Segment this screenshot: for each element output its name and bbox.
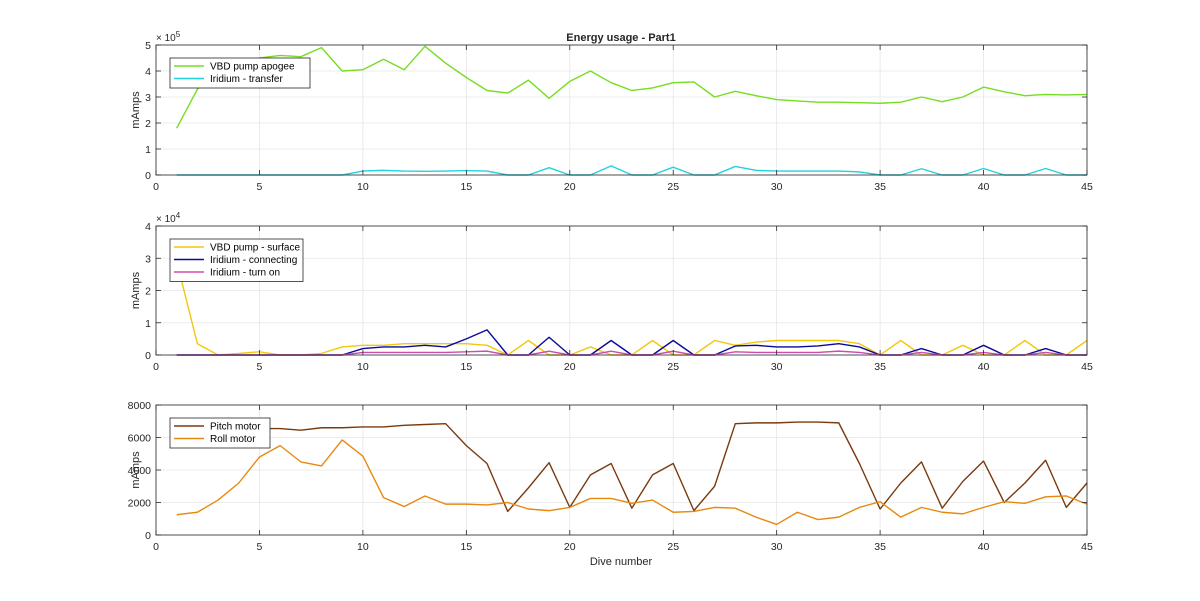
- x-tick-label: 45: [1081, 541, 1093, 553]
- y-tick-label: 4: [145, 221, 151, 233]
- x-tick-label: 30: [771, 361, 783, 373]
- y-tick-label: 4000: [128, 465, 152, 477]
- y-tick-label: 3: [145, 253, 151, 265]
- x-tick-label: 0: [153, 181, 159, 193]
- y-axis-label: mAmps: [130, 271, 142, 309]
- x-tick-label: 25: [667, 361, 679, 373]
- y-tick-label: 0: [145, 170, 151, 182]
- y-axis-label: mAmps: [130, 91, 142, 129]
- x-tick-label: 15: [460, 541, 472, 553]
- legend-entry: Pitch motor: [210, 422, 261, 433]
- y-axis-label: mAmps: [130, 451, 142, 489]
- x-tick-label: 20: [564, 181, 576, 193]
- y-tick-label: 3: [145, 92, 151, 104]
- y-tick-label: 2: [145, 286, 151, 298]
- x-tick-label: 15: [460, 361, 472, 373]
- x-tick-label: 35: [874, 541, 886, 553]
- legend-entry: VBD pump - surface: [210, 243, 300, 254]
- y-exponent-label: × 104: [156, 211, 181, 225]
- y-tick-label: 1: [145, 318, 151, 330]
- series-line-roll-motor: [176, 439, 1088, 526]
- y-tick-label: 6000: [128, 433, 152, 445]
- x-axis-label: Dive number: [590, 556, 653, 568]
- figure-title: Energy usage - Part1: [566, 32, 675, 44]
- x-tick-label: 30: [771, 541, 783, 553]
- x-tick-label: 10: [357, 361, 369, 373]
- y-tick-label: 0: [145, 530, 151, 542]
- legend-entry: Iridium - connecting: [210, 255, 297, 266]
- x-tick-label: 15: [460, 181, 472, 193]
- chart-panel-3: 0 5 10 15 20 25 30 35 40 45 0 2000 4000 6000 8000 mAmps…: [128, 400, 1093, 553]
- x-tick-label: 20: [564, 541, 576, 553]
- legend-entry: Iridium - transfer: [210, 74, 283, 85]
- chart-panel-2: 0 5 10 15 20 25 30 35 40 45 0 1 2 3 4 × 104 mAmps VBD pum…: [130, 211, 1093, 373]
- x-tick-label: 5: [257, 181, 263, 193]
- x-tick-label: 40: [978, 541, 990, 553]
- x-tick-label: 30: [771, 181, 783, 193]
- series-line-pitch-motor: [176, 421, 1088, 513]
- x-tick-label: 0: [153, 361, 159, 373]
- x-tick-label: 25: [667, 181, 679, 193]
- legend-box: [169, 417, 271, 449]
- legend-box: [169, 57, 311, 89]
- x-tick-label: 5: [257, 541, 263, 553]
- legend-entry: Iridium - turn on: [210, 268, 280, 279]
- plot-area: [156, 45, 1087, 175]
- x-tick-label: 35: [874, 181, 886, 193]
- x-tick-label: 35: [874, 361, 886, 373]
- x-tick-label: 40: [978, 361, 990, 373]
- y-tick-label: 0: [145, 350, 151, 362]
- x-tick-label: 0: [153, 541, 159, 553]
- y-tick-label: 8000: [128, 400, 152, 412]
- x-tick-label: 45: [1081, 361, 1093, 373]
- series-line-vbd-pump-apogee: [176, 45, 1088, 129]
- x-tick-label: 45: [1081, 181, 1093, 193]
- x-tick-label: 25: [667, 541, 679, 553]
- axes-box: [155, 44, 1088, 176]
- x-tick-label: 40: [978, 181, 990, 193]
- x-tick-label: 5: [257, 361, 263, 373]
- legend-entry: Roll motor: [210, 434, 256, 445]
- y-tick-label: 2000: [128, 498, 152, 510]
- y-tick-label: 1: [145, 144, 151, 156]
- x-tick-label: 20: [564, 361, 576, 373]
- x-tick-label: 10: [357, 541, 369, 553]
- y-tick-label: 2: [145, 118, 151, 130]
- y-tick-label: 5: [145, 40, 151, 52]
- x-tick-label: 10: [357, 181, 369, 193]
- legend-entry: VBD pump apogee: [210, 62, 295, 73]
- y-exponent-label: × 105: [156, 30, 181, 44]
- y-tick-label: 4: [145, 66, 151, 78]
